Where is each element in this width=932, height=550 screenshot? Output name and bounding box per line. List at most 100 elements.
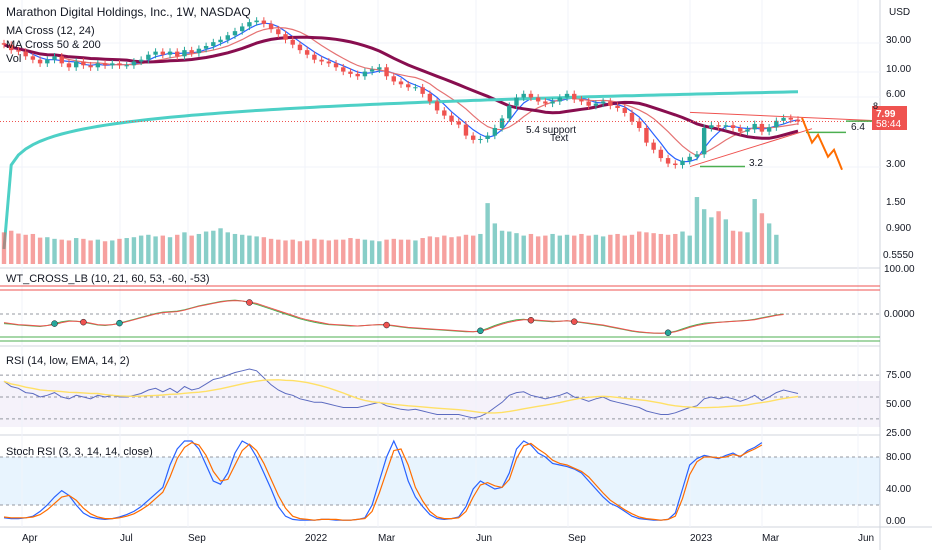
volume-bar [521, 235, 526, 264]
projection-path [801, 117, 843, 171]
volume-bar [312, 238, 317, 264]
candle-body [102, 63, 108, 66]
volume-bar [745, 232, 750, 264]
candle [470, 132, 476, 144]
candle-body [658, 149, 664, 159]
candle [615, 102, 620, 112]
candle [608, 98, 613, 110]
time-label-apr: Apr [22, 533, 38, 544]
candle [709, 121, 714, 132]
candle [745, 126, 750, 136]
note-annotation[interactable]: Text [550, 133, 569, 144]
candle-body [268, 23, 274, 30]
candle-body [557, 97, 562, 102]
candle-body [434, 101, 440, 111]
volume-bar [420, 238, 425, 264]
volume-bar [456, 236, 461, 264]
volume-bar [478, 233, 483, 264]
candle [196, 45, 202, 57]
indicator-vol[interactable]: Vol [6, 53, 21, 65]
time-axis[interactable]: Apr Jul Sep 2022 Mar Jun Sep 2023 Mar Ju… [22, 533, 874, 544]
candle [579, 96, 584, 106]
support-annotation[interactable]: 5.4 support [526, 125, 576, 136]
candle [543, 98, 548, 108]
candle-body [283, 34, 288, 40]
volume-bar [160, 235, 165, 264]
volume-bar [600, 236, 606, 264]
volume-bar [326, 240, 332, 264]
candle-body [1, 43, 7, 45]
candle-body [420, 87, 425, 94]
candle-body [333, 63, 339, 68]
time-label-sep2: Sep [568, 533, 586, 544]
candle [521, 90, 526, 102]
candle [102, 60, 108, 69]
candle-body [586, 101, 591, 106]
volume-bar [304, 240, 310, 264]
rsi-pane-title[interactable]: RSI (14, low, EMA, 14, 2) [6, 355, 130, 367]
symbol-title[interactable]: Marathon Digital Holdings, Inc., 1W, NAS… [6, 5, 251, 19]
candle [333, 60, 339, 71]
candle-body [326, 61, 332, 64]
candle [240, 23, 245, 35]
candle-body [449, 115, 454, 122]
volume-bar [629, 234, 635, 264]
candle-body [774, 120, 779, 128]
candle [507, 102, 512, 123]
candle-body [182, 50, 187, 57]
volume-bar [319, 239, 324, 264]
candle-body [211, 42, 216, 46]
candle [774, 117, 779, 131]
candle [167, 48, 173, 59]
volume-bar [81, 238, 86, 264]
candle [261, 17, 267, 28]
candle-body [348, 71, 353, 74]
ma-fast-line [3, 22, 799, 163]
candle [427, 90, 433, 106]
volume-bar [680, 231, 685, 264]
candle-body [738, 127, 743, 132]
volume-bar [52, 238, 57, 264]
falling-trendline [689, 111, 879, 122]
candle-body [499, 118, 505, 128]
candlestick-series[interactable] [0, 17, 872, 169]
volume-bar [59, 239, 64, 264]
wt1-line [3, 299, 784, 334]
candle [492, 124, 498, 140]
volume-bar [247, 235, 252, 264]
level-32-label: 3.2 [749, 158, 763, 169]
wt-pane-title[interactable]: WT_CROSS_LB (10, 21, 60, 53, -60, -53) [6, 273, 210, 285]
stoch-pane-title[interactable]: Stoch RSI (3, 3, 14, 14, close) [6, 446, 153, 458]
candle-body [622, 108, 627, 113]
candle [637, 118, 642, 132]
volume-bar [297, 241, 303, 264]
volume-bar [37, 237, 43, 264]
volume-bar [189, 235, 194, 264]
indicator-ma-cross[interactable]: MA Cross (12, 24) [6, 25, 95, 37]
candle-body [694, 154, 700, 157]
candle-body [110, 63, 115, 66]
ma-slow-line [3, 26, 799, 157]
candle-body [398, 81, 404, 85]
last-price-value: 7.99 [876, 109, 896, 120]
volume-bar [225, 232, 230, 264]
candle-body [665, 158, 671, 164]
candle [124, 61, 129, 69]
price-axis[interactable]: USD 30.00 10.00 6.00 3.00 7.99 58:44 8 1… [872, 7, 915, 527]
candle [175, 48, 180, 60]
currency-label: USD [889, 7, 910, 18]
candle-body [629, 112, 635, 122]
volume-bar [117, 238, 122, 264]
volume-bar [723, 219, 729, 264]
candle [189, 46, 194, 57]
candle [52, 52, 57, 64]
wt-cross-dot [664, 329, 672, 336]
candle [651, 139, 656, 154]
indicator-ma-50-200[interactable]: MA Cross 50 & 200 [6, 39, 101, 51]
wt-cross-dot [383, 321, 390, 329]
candle-body [709, 125, 714, 128]
candle [138, 56, 144, 66]
volume-bar [752, 199, 757, 264]
candle-body [254, 20, 259, 23]
